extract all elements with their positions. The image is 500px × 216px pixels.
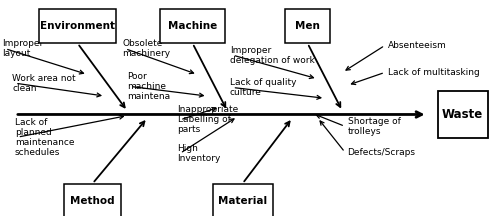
Text: Method: Method — [70, 196, 115, 206]
Text: Lack of multitasking: Lack of multitasking — [388, 68, 479, 77]
Text: Absenteeism: Absenteeism — [388, 41, 446, 50]
Text: Poor
machine
maintena: Poor machine maintena — [128, 72, 170, 101]
Text: Men: Men — [295, 21, 320, 31]
Text: Waste: Waste — [442, 108, 483, 121]
Bar — [160, 9, 225, 43]
Bar — [64, 184, 121, 216]
Text: Machine: Machine — [168, 21, 217, 31]
Text: Lack of quality
culture: Lack of quality culture — [230, 78, 296, 97]
Text: Improper
layout: Improper layout — [2, 39, 44, 58]
Text: Work area not
clean: Work area not clean — [12, 74, 76, 93]
Text: High
Inventory: High Inventory — [178, 144, 221, 163]
Text: Obsolete
machinery: Obsolete machinery — [122, 39, 170, 58]
Text: Lack of
planned
maintenance
schedules: Lack of planned maintenance schedules — [15, 118, 74, 157]
Bar — [39, 9, 116, 43]
Text: Defects/Scraps: Defects/Scraps — [348, 148, 416, 157]
Text: Improper
delegation of work: Improper delegation of work — [230, 46, 315, 65]
Bar — [212, 184, 272, 216]
Text: Inappropriate
Labelling of
parts: Inappropriate Labelling of parts — [178, 105, 239, 134]
Text: Environment: Environment — [40, 21, 115, 31]
Bar — [285, 9, 330, 43]
Bar — [438, 91, 488, 138]
Text: Shortage of
trolleys: Shortage of trolleys — [348, 117, 401, 136]
Text: Material: Material — [218, 196, 267, 206]
